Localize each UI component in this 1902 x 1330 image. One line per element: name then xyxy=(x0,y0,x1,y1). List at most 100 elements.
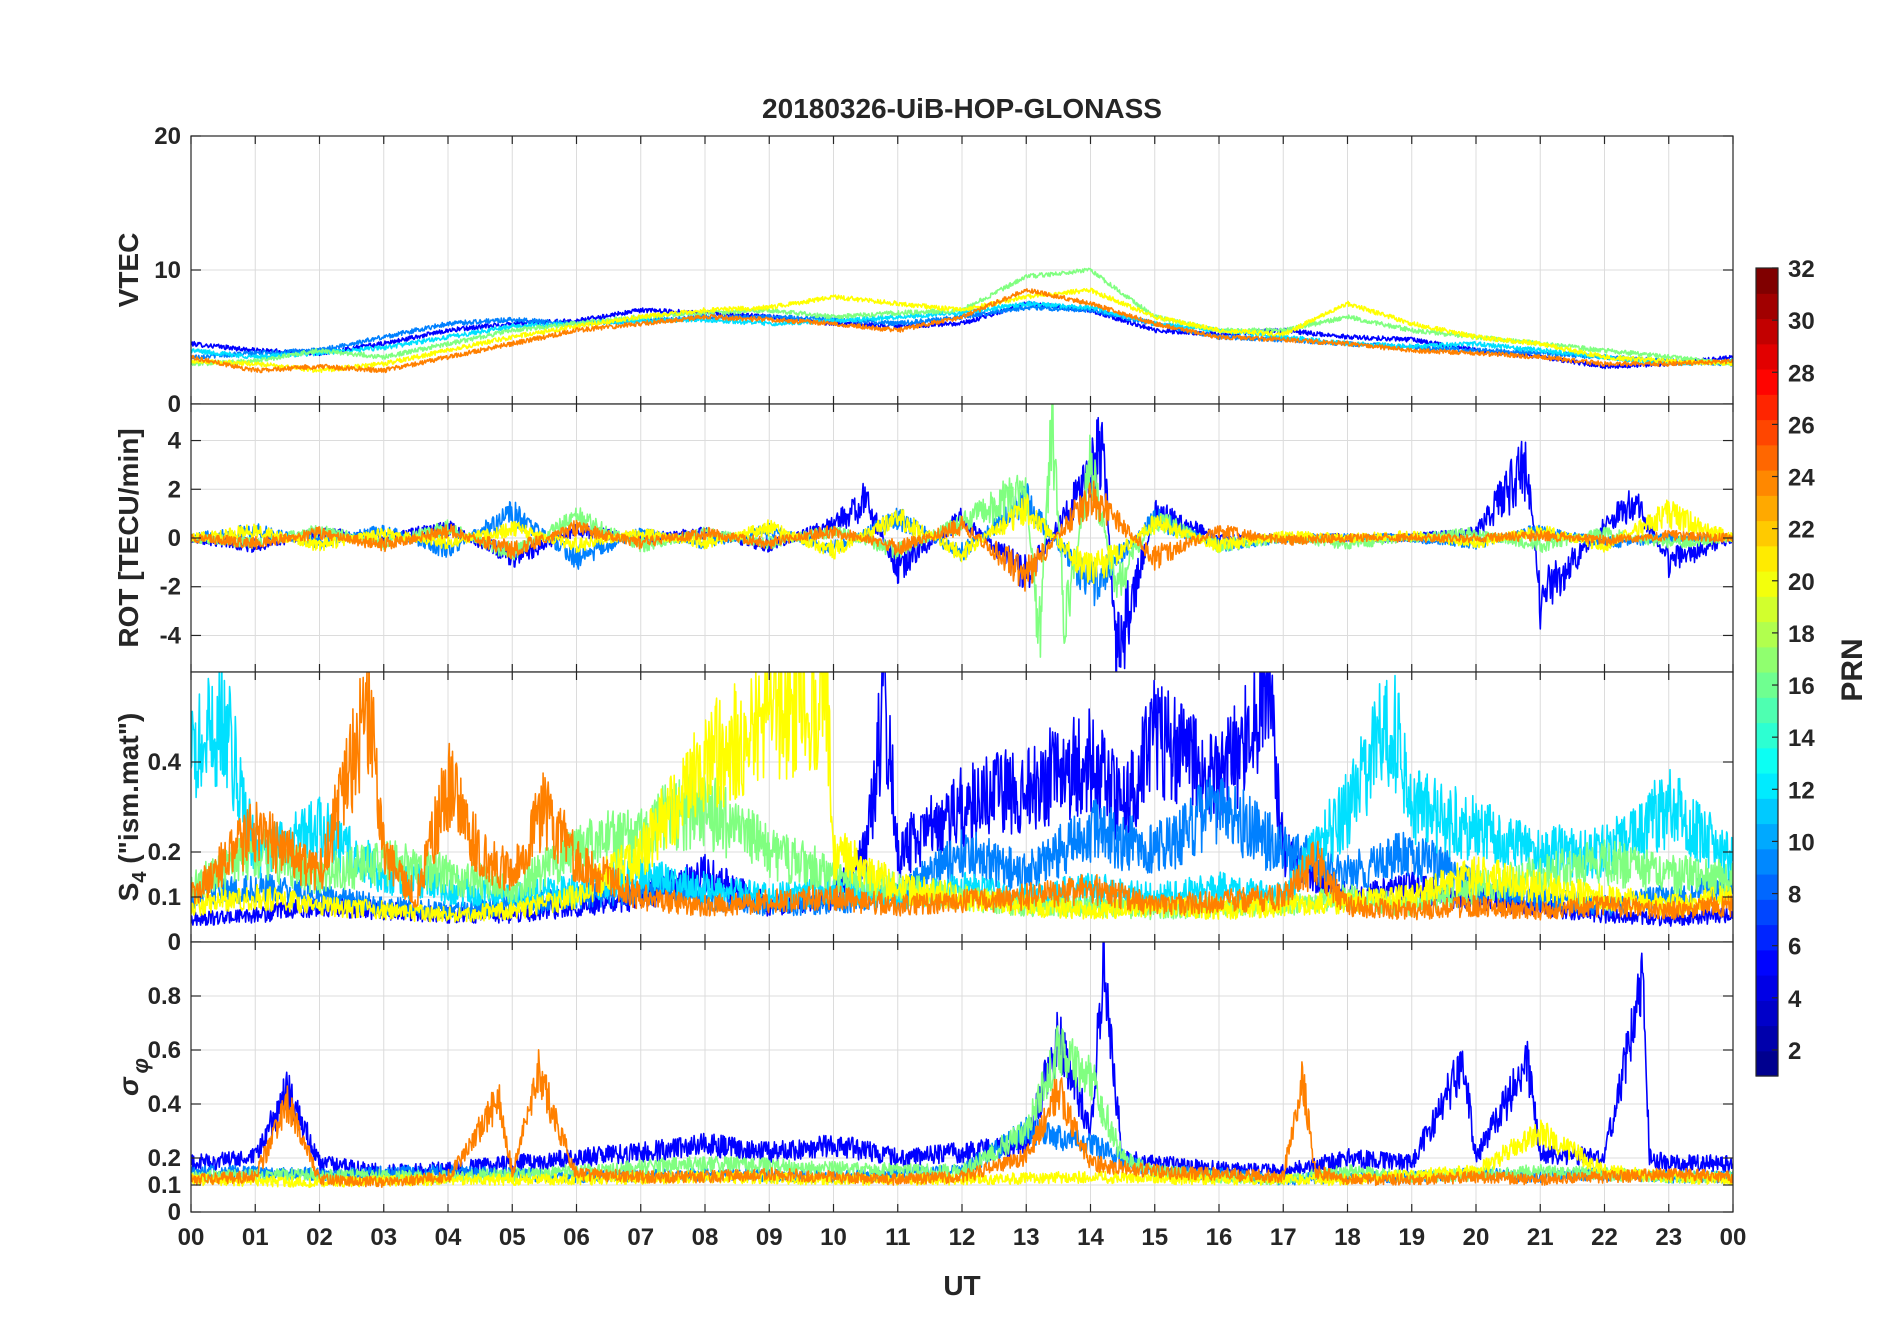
x-tick-label: 16 xyxy=(1206,1224,1233,1251)
vtec-y-axis-label: VTEC xyxy=(113,233,144,308)
colorbar-tick-label: 22 xyxy=(1788,517,1815,544)
colorbar-segment xyxy=(1756,419,1778,446)
vtec-series-prn-20 xyxy=(191,287,1733,374)
x-tick-label: 00 xyxy=(178,1224,205,1251)
colorbar-segment xyxy=(1756,470,1778,496)
s4-subscript: 4 xyxy=(129,871,151,883)
colorbar-tick-label: 10 xyxy=(1788,829,1815,856)
colorbar-segment xyxy=(1756,318,1778,345)
colorbar-segment xyxy=(1756,444,1778,471)
s4-ytick-label: 0.2 xyxy=(148,839,181,866)
rot-series-prn-23 xyxy=(191,480,1733,592)
colorbar-label: PRN xyxy=(1836,638,1869,701)
colorbar-segment xyxy=(1756,293,1778,320)
s4-ytick-label: 0 xyxy=(168,929,181,956)
sigma-ytick-label: 0.6 xyxy=(148,1037,181,1064)
colorbar-segment xyxy=(1756,975,1778,1001)
x-tick-label: 08 xyxy=(692,1224,719,1251)
colorbar-tick-label: 2 xyxy=(1788,1038,1801,1065)
x-tick-label: 07 xyxy=(627,1224,654,1251)
x-tick-label: 23 xyxy=(1655,1224,1682,1251)
vtec-ytick-label: 20 xyxy=(154,123,181,150)
colorbar-frame xyxy=(1755,267,1779,1077)
x-tick-label: 10 xyxy=(820,1224,847,1251)
sigma-ytick-label: 0.8 xyxy=(148,983,181,1010)
x-tick-label: 12 xyxy=(949,1224,976,1251)
colorbar-segment xyxy=(1756,596,1778,623)
colorbar-segment xyxy=(1756,621,1778,648)
x-tick-label: 04 xyxy=(435,1224,462,1251)
colorbar-tick-label: 28 xyxy=(1788,360,1815,387)
rot-ytick-label: -4 xyxy=(160,622,182,649)
colorbar-segment xyxy=(1756,874,1778,900)
x-tick-label: 01 xyxy=(242,1224,269,1251)
sigma-ytick-label: 0.2 xyxy=(148,1145,181,1172)
rot-ytick-label: -2 xyxy=(160,574,181,601)
x-tick-label: 03 xyxy=(370,1224,397,1251)
rot-ytick-label: 0 xyxy=(168,525,181,552)
s4-series-prn-23 xyxy=(191,672,1733,921)
x-tick-label: 14 xyxy=(1077,1224,1104,1251)
colorbar-segment xyxy=(1756,646,1778,673)
colorbar-segment xyxy=(1756,268,1778,294)
colorbar-tick-label: 30 xyxy=(1788,308,1815,335)
colorbar-segment xyxy=(1756,1000,1778,1027)
sigma-subscript: φ xyxy=(128,1058,153,1073)
colorbar-tick-label: 24 xyxy=(1788,465,1815,492)
rot-panel: -4 -2 0 2 4 ROT [TECU/min] xyxy=(113,403,1734,673)
colorbar-tick-label: 4 xyxy=(1788,986,1802,1013)
colorbar-segment xyxy=(1756,722,1778,749)
x-tick-label: 02 xyxy=(306,1224,333,1251)
x-tick-label: 22 xyxy=(1591,1224,1618,1251)
colorbar-tick-label: 12 xyxy=(1788,777,1815,804)
colorbar-segment xyxy=(1756,949,1778,976)
x-tick-label: 19 xyxy=(1398,1224,1425,1251)
s4-ytick-label: 0.4 xyxy=(148,749,182,776)
colorbar-tick-label: 6 xyxy=(1788,934,1801,961)
sigma-series-group xyxy=(191,942,1733,1189)
x-tick-label: 11 xyxy=(885,1224,910,1251)
colorbar-tick-label: 18 xyxy=(1788,621,1815,648)
colorbar-segment xyxy=(1756,798,1778,825)
colorbar-segment xyxy=(1756,924,1778,951)
s4-y-axis-label: S4 ("ism.mat") xyxy=(113,713,151,902)
rot-ytick-label: 2 xyxy=(168,476,181,503)
colorbar-segment xyxy=(1756,545,1778,572)
sigma-series-prn-23 xyxy=(191,1049,1733,1188)
colorbar-segment xyxy=(1756,1050,1778,1077)
vtec-series-prn-12 xyxy=(191,300,1733,367)
x-tick-label: 05 xyxy=(499,1224,526,1251)
x-tick-label: 17 xyxy=(1270,1224,1297,1251)
colorbar-segment xyxy=(1756,697,1778,724)
colorbar-tick-label: 26 xyxy=(1788,412,1815,439)
colorbar-segment xyxy=(1756,1025,1778,1052)
s4-series-prn-20 xyxy=(191,672,1733,923)
s4-series-group xyxy=(191,672,1733,927)
rot-series-prn-20 xyxy=(191,494,1733,585)
x-tick-label: 15 xyxy=(1141,1224,1168,1251)
sigma-ytick-label: 0.4 xyxy=(148,1091,182,1118)
colorbar-tick-label: 20 xyxy=(1788,569,1815,596)
colorbar-segment xyxy=(1756,823,1778,850)
vtec-series-prn-23 xyxy=(191,288,1733,374)
sigma-series-prn-3 xyxy=(191,942,1733,1180)
s4-panel: 0 0.1 0.2 0.4S4 ("ism.mat") xyxy=(113,671,1734,956)
colorbar-segment xyxy=(1756,899,1778,926)
x-tick-label: 06 xyxy=(563,1224,590,1251)
s4-series-prn-16 xyxy=(191,771,1733,921)
vtec-ytick-label: 0 xyxy=(168,391,181,418)
colorbar-tick-label: 14 xyxy=(1788,725,1815,752)
sigma-phi-panel: 00.10.20.40.60.8σφ xyxy=(113,941,1734,1226)
s4-ytick-label: 0.1 xyxy=(148,884,181,911)
colorbar-segment xyxy=(1756,571,1778,597)
colorbar-segment xyxy=(1756,773,1778,799)
x-axis-label: UT xyxy=(943,1270,980,1301)
x-tick-label: 21 xyxy=(1527,1224,1554,1251)
x-axis: 00 01 02 03 04 05 06 07 08 09 10 11 12 13 14 15 16 17 18 19… xyxy=(178,1224,1747,1251)
colorbar-segment xyxy=(1756,343,1778,370)
vtec-panel: 0 10 20 VTEC xyxy=(113,123,1734,418)
chart-title: 20180326-UiB-HOP-GLONASS xyxy=(762,93,1162,124)
sigma-ytick-label: 0.1 xyxy=(148,1172,181,1199)
